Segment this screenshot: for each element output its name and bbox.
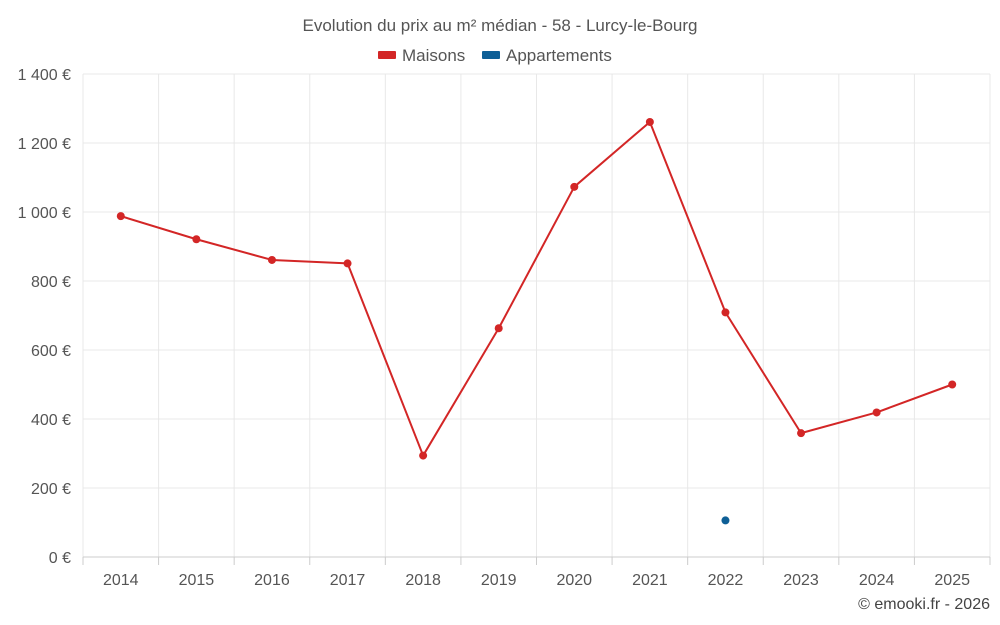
data-point-maisons-2018[interactable]: [419, 451, 428, 460]
x-tick-label: 2015: [179, 572, 215, 589]
data-point-maisons-2021[interactable]: [645, 117, 654, 126]
x-tick-label: 2017: [330, 572, 366, 589]
data-point-appartements-2022[interactable]: [721, 516, 730, 525]
legend-item-appartements[interactable]: Appartements: [482, 46, 612, 65]
plot-area: [116, 117, 957, 525]
x-tick-label: 2018: [405, 572, 441, 589]
legend-item-maisons[interactable]: Maisons: [378, 46, 465, 65]
x-tick-label: 2022: [708, 572, 744, 589]
x-tick-label: 2021: [632, 572, 668, 589]
data-point-maisons-2017[interactable]: [343, 259, 352, 268]
legend: Maisons Appartements: [378, 46, 612, 65]
credit-text: © emooki.fr - 2026: [858, 596, 990, 613]
x-tick-label: 2023: [783, 572, 819, 589]
data-point-maisons-2014[interactable]: [116, 212, 125, 221]
grid: [82, 73, 991, 557]
legend-swatch-appartements: [482, 51, 500, 59]
legend-label-appartements: Appartements: [506, 46, 612, 65]
data-point-maisons-2024[interactable]: [872, 408, 881, 417]
series-line-maisons: [120, 120, 953, 457]
data-point-maisons-2015[interactable]: [192, 235, 201, 244]
y-tick-label: 200 €: [31, 481, 71, 498]
legend-swatch-maisons: [378, 51, 396, 59]
x-tick-label: 2020: [556, 572, 592, 589]
y-axis: 0 € 200 € 400 € 600 € 800 € 1 000 € 1 200 € 1 4…: [18, 67, 71, 567]
y-tick-label: 400 €: [31, 412, 71, 429]
x-tick-label: 2019: [481, 572, 517, 589]
y-tick-label: 600 €: [31, 343, 71, 360]
legend-label-maisons: Maisons: [402, 46, 465, 65]
data-point-maisons-2025[interactable]: [948, 380, 957, 389]
data-point-maisons-2023[interactable]: [797, 429, 806, 438]
x-axis: 2014 2015 2016 2017 2018 2019 2020 2021 2022 2023…: [82, 556, 991, 589]
chart-title: Evolution du prix au m² médian - 58 - Lu…: [303, 16, 698, 35]
y-tick-label: 1 400 €: [18, 67, 71, 84]
data-point-maisons-2022[interactable]: [721, 308, 730, 317]
data-point-maisons-2019[interactable]: [494, 324, 503, 333]
y-tick-label: 1 200 €: [18, 136, 71, 153]
x-tick-label: 2024: [859, 572, 895, 589]
y-tick-label: 0 €: [49, 550, 71, 567]
x-tick-label: 2016: [254, 572, 290, 589]
y-tick-label: 800 €: [31, 274, 71, 291]
data-point-maisons-2020[interactable]: [570, 182, 579, 191]
y-tick-label: 1 000 €: [18, 205, 71, 222]
x-tick-label: 2014: [103, 572, 139, 589]
x-tick-label: 2025: [934, 572, 970, 589]
data-point-maisons-2016[interactable]: [267, 255, 276, 264]
